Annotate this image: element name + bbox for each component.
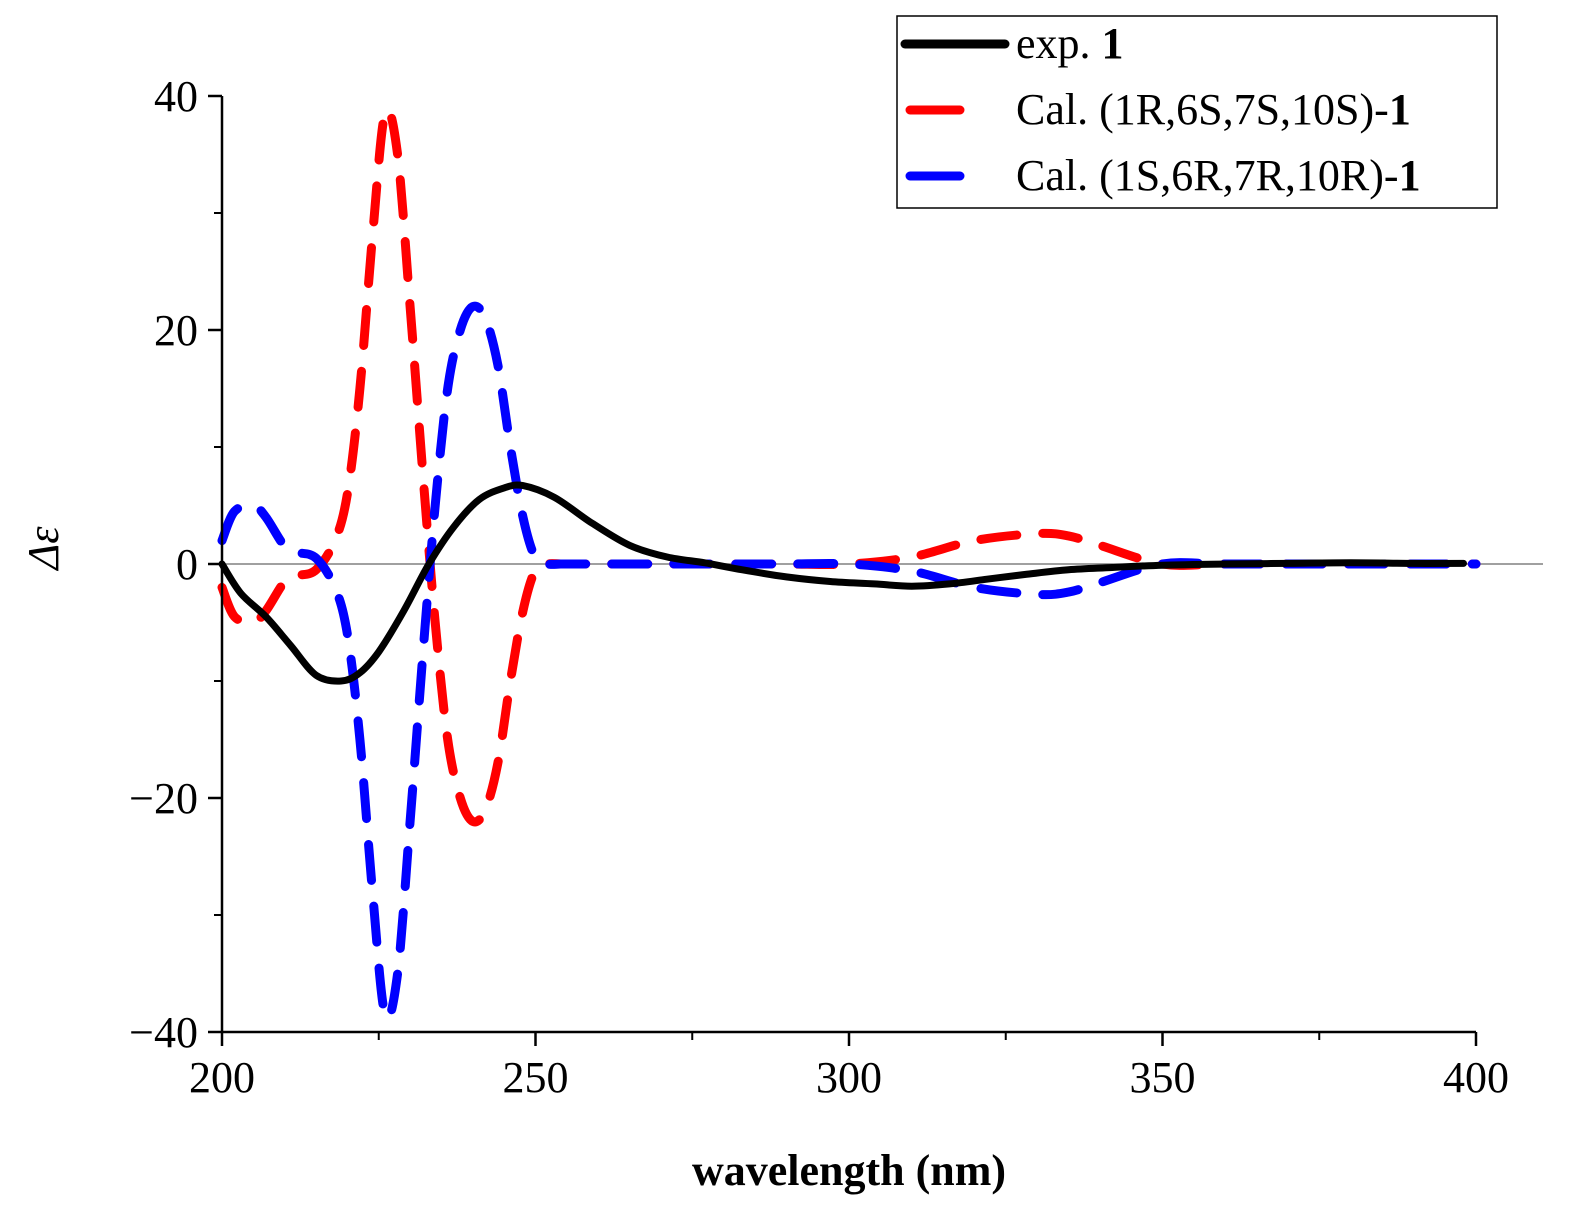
- x-axis-label: wavelength (nm): [692, 1146, 1006, 1195]
- series-line-1: [218, 481, 1467, 685]
- series-line-3: [217, 301, 1481, 1024]
- legend-label-text: exp.: [1016, 19, 1102, 68]
- legend-label-2: Cal. (1R,6S,7S,10S)-1: [1016, 85, 1411, 134]
- x-tick-label: 250: [503, 1053, 569, 1102]
- y-tick-label: −20: [129, 774, 198, 823]
- legend-label-text: Cal. (1S,6R,7R,10R)-: [1016, 151, 1399, 200]
- axes-layer: 200 250 300 350 400 −40 −20 0 20 40: [129, 72, 1509, 1102]
- y-tick-label: 20: [154, 306, 198, 355]
- y-tick-label: 0: [176, 540, 198, 589]
- legend-label-compound-number: 1: [1389, 85, 1411, 134]
- y-tick-label: 40: [154, 72, 198, 121]
- legend-label-text: Cal. (1R,6S,7S,10S)-: [1016, 85, 1389, 134]
- legend-label-3: Cal. (1S,6R,7R,10R)-1: [1016, 151, 1421, 200]
- x-tick-label: 350: [1130, 1053, 1196, 1102]
- y-tick-label: −40: [129, 1008, 198, 1057]
- y-axis-label: Δε: [19, 526, 68, 572]
- series-line-2: [217, 105, 1481, 827]
- series-layer: [217, 105, 1481, 1024]
- x-tick-label: 400: [1443, 1053, 1509, 1102]
- legend-label-1: exp. 1: [1016, 19, 1124, 68]
- x-tick-label: 200: [189, 1053, 255, 1102]
- legend-label-compound-number: 1: [1102, 19, 1124, 68]
- x-tick-label: 300: [816, 1053, 882, 1102]
- legend-label-compound-number: 1: [1399, 151, 1421, 200]
